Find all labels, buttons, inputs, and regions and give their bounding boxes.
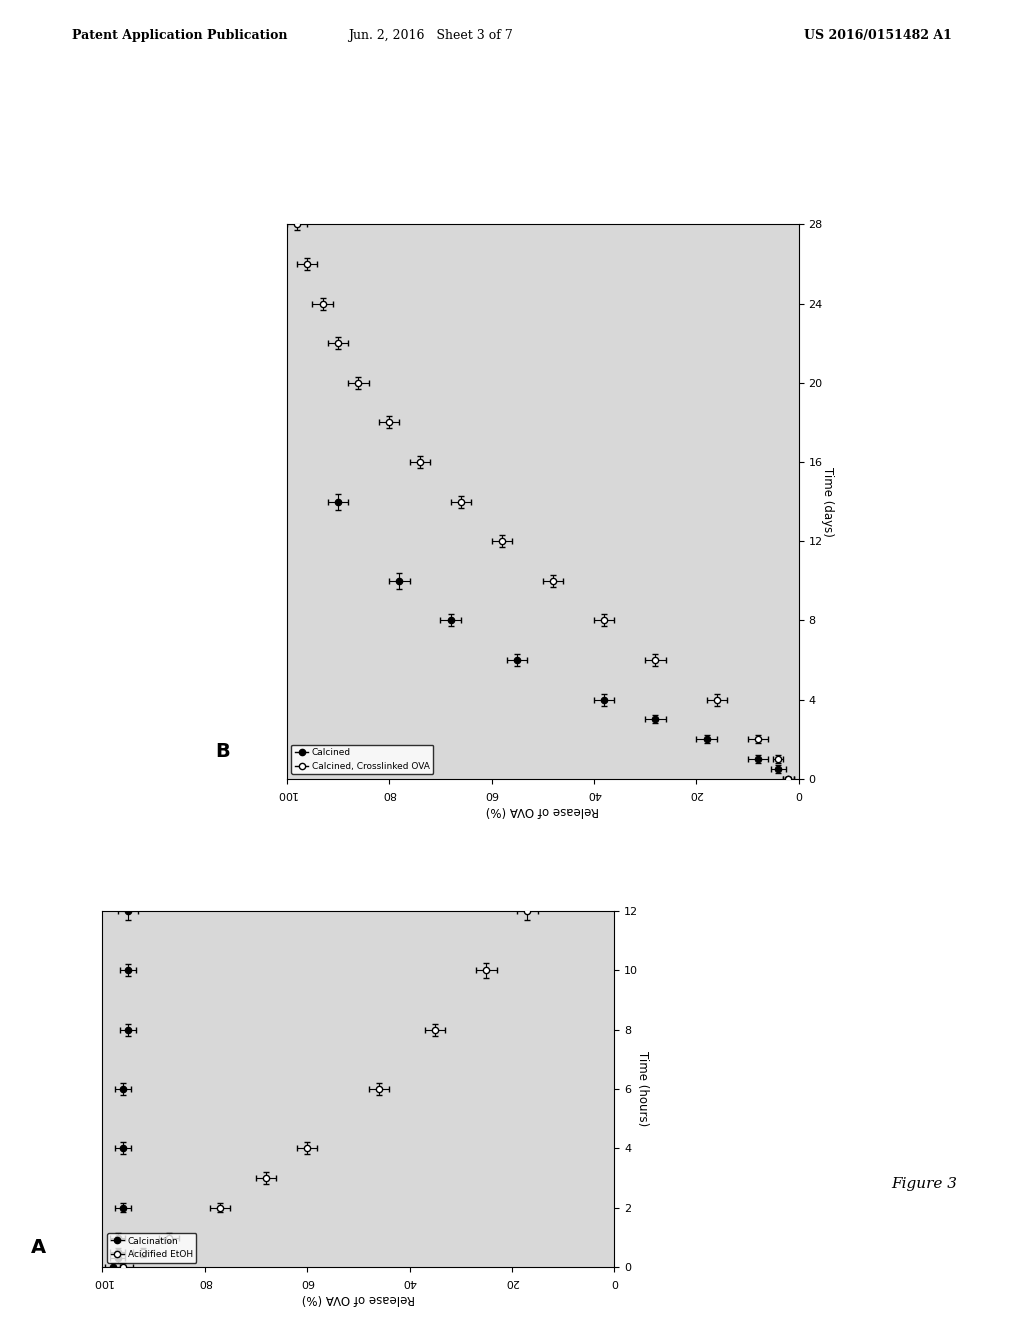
- Text: Figure 3: Figure 3: [891, 1176, 956, 1191]
- Text: Patent Application Publication: Patent Application Publication: [72, 29, 287, 42]
- X-axis label: Release of OVA (%): Release of OVA (%): [302, 1292, 415, 1305]
- Text: B: B: [215, 742, 229, 760]
- Y-axis label: Time (hours): Time (hours): [636, 1051, 649, 1127]
- X-axis label: Release of OVA (%): Release of OVA (%): [486, 804, 599, 817]
- Text: US 2016/0151482 A1: US 2016/0151482 A1: [805, 29, 952, 42]
- Legend: Calcination, Acidified EtOH: Calcination, Acidified EtOH: [106, 1233, 197, 1263]
- Y-axis label: Time (days): Time (days): [821, 467, 834, 536]
- Legend: Calcined, Calcined, Crosslinked OVA: Calcined, Calcined, Crosslinked OVA: [291, 744, 433, 775]
- Text: A: A: [31, 1238, 46, 1257]
- Text: Jun. 2, 2016   Sheet 3 of 7: Jun. 2, 2016 Sheet 3 of 7: [348, 29, 512, 42]
